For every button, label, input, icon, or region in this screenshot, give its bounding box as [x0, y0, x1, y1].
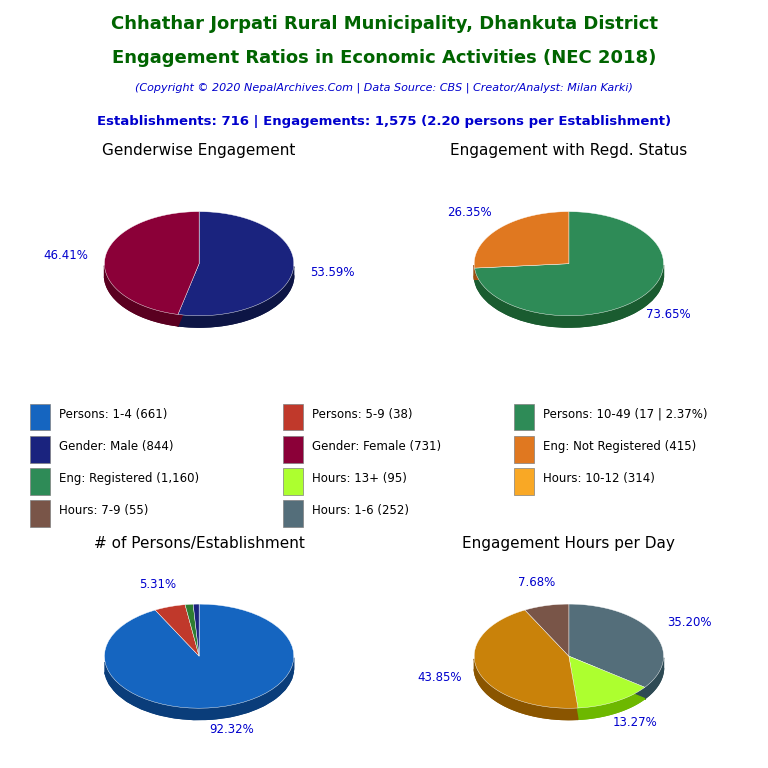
- Text: 46.41%: 46.41%: [43, 249, 88, 262]
- Polygon shape: [475, 275, 664, 327]
- Bar: [283, 468, 303, 495]
- Title: Genderwise Engagement: Genderwise Engagement: [102, 144, 296, 158]
- Text: Chhathar Jorpati Rural Municipality, Dhankuta District: Chhathar Jorpati Rural Municipality, Dha…: [111, 15, 657, 33]
- Text: Gender: Female (731): Gender: Female (731): [312, 440, 441, 453]
- Polygon shape: [155, 604, 199, 656]
- Text: Persons: 10-49 (17 | 2.37%): Persons: 10-49 (17 | 2.37%): [543, 408, 707, 421]
- Polygon shape: [569, 667, 645, 720]
- Polygon shape: [569, 604, 664, 687]
- Text: 35.20%: 35.20%: [667, 616, 711, 629]
- Bar: [514, 468, 535, 495]
- Text: Hours: 10-12 (314): Hours: 10-12 (314): [543, 472, 654, 485]
- Polygon shape: [475, 265, 664, 327]
- Polygon shape: [105, 667, 293, 720]
- Bar: [283, 435, 303, 462]
- Text: 26.35%: 26.35%: [448, 206, 492, 219]
- Polygon shape: [475, 667, 578, 720]
- Polygon shape: [104, 275, 199, 326]
- Text: Hours: 1-6 (252): Hours: 1-6 (252): [312, 505, 409, 518]
- Polygon shape: [474, 275, 569, 280]
- Polygon shape: [645, 657, 664, 699]
- Polygon shape: [104, 212, 199, 314]
- Title: # of Persons/Establishment: # of Persons/Establishment: [94, 536, 305, 551]
- Polygon shape: [569, 667, 664, 699]
- Bar: [514, 404, 535, 430]
- Polygon shape: [104, 604, 294, 708]
- Polygon shape: [475, 212, 664, 316]
- Polygon shape: [178, 266, 293, 327]
- Title: Engagement with Regd. Status: Engagement with Regd. Status: [450, 144, 687, 158]
- Bar: [514, 435, 535, 462]
- Polygon shape: [474, 610, 578, 708]
- Text: 43.85%: 43.85%: [418, 671, 462, 684]
- Text: Eng: Registered (1,160): Eng: Registered (1,160): [59, 472, 199, 485]
- Bar: [283, 500, 303, 527]
- Text: 13.27%: 13.27%: [613, 716, 657, 729]
- Text: Gender: Male (844): Gender: Male (844): [59, 440, 174, 453]
- Text: Eng: Not Registered (415): Eng: Not Registered (415): [543, 440, 696, 453]
- Text: Persons: 5-9 (38): Persons: 5-9 (38): [312, 408, 412, 421]
- Text: 73.65%: 73.65%: [646, 309, 690, 322]
- Polygon shape: [104, 266, 178, 326]
- Polygon shape: [569, 656, 645, 708]
- Polygon shape: [525, 604, 569, 656]
- Text: Establishments: 716 | Engagements: 1,575 (2.20 persons per Establishment): Establishments: 716 | Engagements: 1,575…: [97, 115, 671, 128]
- Title: Engagement Hours per Day: Engagement Hours per Day: [462, 536, 675, 551]
- Text: Engagement Ratios in Economic Activities (NEC 2018): Engagement Ratios in Economic Activities…: [112, 48, 656, 67]
- Bar: [30, 468, 51, 495]
- Polygon shape: [474, 212, 569, 268]
- Polygon shape: [578, 687, 645, 720]
- Text: 5.31%: 5.31%: [139, 578, 176, 591]
- Polygon shape: [178, 212, 294, 316]
- Text: Hours: 13+ (95): Hours: 13+ (95): [312, 472, 407, 485]
- Text: 7.68%: 7.68%: [518, 576, 555, 589]
- Bar: [30, 500, 51, 527]
- Polygon shape: [475, 659, 578, 720]
- Text: Persons: 1-4 (661): Persons: 1-4 (661): [59, 408, 167, 421]
- Polygon shape: [194, 604, 199, 656]
- Polygon shape: [185, 604, 199, 656]
- Bar: [283, 404, 303, 430]
- Polygon shape: [105, 657, 294, 720]
- Bar: [30, 435, 51, 462]
- Bar: [30, 404, 51, 430]
- Polygon shape: [178, 275, 294, 327]
- Text: (Copyright © 2020 NepalArchives.Com | Data Source: CBS | Creator/Analyst: Milan : (Copyright © 2020 NepalArchives.Com | Da…: [135, 82, 633, 92]
- Text: Hours: 7-9 (55): Hours: 7-9 (55): [59, 505, 148, 518]
- Text: 53.59%: 53.59%: [310, 266, 355, 279]
- Text: 92.32%: 92.32%: [209, 723, 253, 737]
